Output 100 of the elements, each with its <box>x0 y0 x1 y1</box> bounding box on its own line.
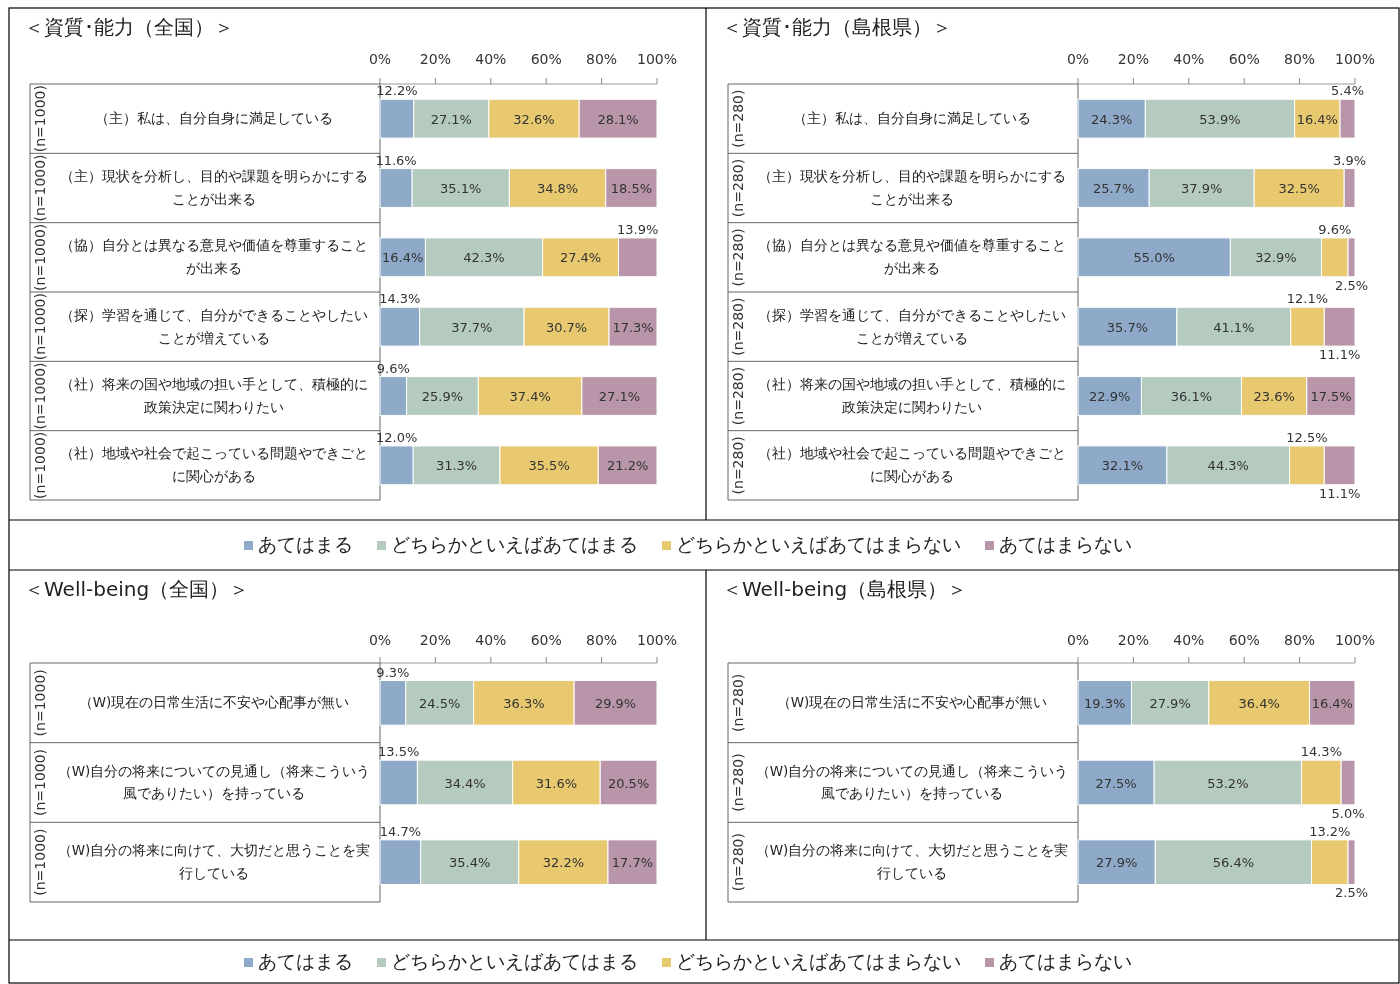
data-label: 12.0% <box>375 429 418 445</box>
data-label: 22.9% <box>1089 389 1131 404</box>
data-label: 53.2% <box>1207 775 1249 791</box>
text: (n=280) <box>730 833 746 892</box>
data-label: 24.3% <box>1091 111 1133 127</box>
data-label: 5.0% <box>1331 805 1365 821</box>
y-tick-label: （協）自分とは異なる意見や価値を尊重することが出来る <box>59 236 369 279</box>
y-tick-label: （探）学習を通じて、自分ができることやしたいことが増えている <box>757 305 1067 348</box>
x-tick-label: 80% <box>586 51 618 67</box>
y-tick-label: （探）学習を通じて、自分ができることやしたいことが増えている <box>59 305 369 348</box>
data-label: 36.1% <box>1170 389 1213 404</box>
data-label: 27.9% <box>1149 695 1191 711</box>
x-tick-label: 100% <box>636 632 678 648</box>
x-tick-label: 40% <box>475 51 507 67</box>
text: ＜Well-being（島根県）＞ <box>722 577 968 601</box>
text: (n=1000) <box>32 669 48 737</box>
data-label: 24.5% <box>419 695 461 711</box>
data-label: 9.6% <box>376 360 410 376</box>
data-label: 32.1% <box>1101 458 1144 474</box>
data-label: 9.3% <box>376 664 410 680</box>
y-tick-label: （主）現状を分析し、目的や課題を明らかにすることが出来る <box>757 167 1067 209</box>
data-label: 56.4% <box>1212 855 1255 871</box>
y-tick-label: （社）地域や社会で起こっている問題やできごとに関心がある <box>757 444 1067 487</box>
data-label: 18.5% <box>610 181 653 196</box>
legend-label: あてはまらない <box>999 533 1132 555</box>
legend-label: あてはまらない <box>999 950 1132 972</box>
data-label: 37.7% <box>451 319 493 335</box>
data-label: 35.5% <box>528 458 570 474</box>
text: (n=280) <box>730 436 746 495</box>
text: (n=1000) <box>32 293 48 361</box>
data-label: 14.3% <box>1300 744 1342 760</box>
x-tick-label: 100% <box>636 51 678 67</box>
data-label: 37.9% <box>1181 181 1223 196</box>
text: (n=1000) <box>32 85 48 153</box>
y-tick-label: （W)自分の将来に向けて、大切だと思うことを実行している <box>56 841 372 884</box>
data-label: 27.1% <box>430 111 472 127</box>
data-label: 36.4% <box>1238 695 1280 711</box>
x-tick-label: 0% <box>368 51 392 67</box>
data-label: 31.3% <box>435 458 478 474</box>
data-label: 19.3% <box>1084 695 1126 711</box>
text: ＜資質･能力（島根県）＞ <box>722 15 952 39</box>
data-label: 27.9% <box>1095 855 1138 871</box>
text: (n=280) <box>730 158 746 218</box>
data-label: 27.5% <box>1095 775 1137 791</box>
data-label: 31.6% <box>535 775 578 791</box>
x-tick-label: 60% <box>530 632 562 648</box>
data-label: 14.7% <box>379 823 422 839</box>
legend-label: あてはまる <box>258 950 353 972</box>
data-label: 42.3% <box>463 250 505 266</box>
data-label: 11.1% <box>1318 485 1361 501</box>
x-tick-label: 80% <box>1284 51 1316 67</box>
text: (n=1000) <box>32 362 48 430</box>
data-label: 3.9% <box>1333 152 1367 168</box>
data-label: 32.9% <box>1255 250 1297 266</box>
y-tick-label: （W)自分の将来についての見通し（将来こういう風でありたい）を持っている <box>56 761 372 804</box>
data-label: 20.5% <box>607 775 650 791</box>
legend-label: どちらかといえばあてはまる <box>391 950 638 972</box>
data-label: 12.2% <box>376 83 418 99</box>
text: (n=280) <box>730 753 746 812</box>
data-label: 9.6% <box>1318 221 1352 237</box>
data-label: 35.1% <box>440 181 482 196</box>
data-label: 30.7% <box>545 319 588 335</box>
x-tick-label: 60% <box>530 51 562 67</box>
data-label: 34.8% <box>536 181 579 196</box>
data-label: 25.9% <box>421 389 464 404</box>
y-tick-label: （社）地域や社会で起こっている問題やできごとに関心がある <box>60 445 368 485</box>
y-tick-label: （W)現在の日常生活に不安や心配事が無い <box>775 693 1049 713</box>
data-label: 32.5% <box>1278 181 1320 196</box>
y-tick-label: （協）自分とは異なる意見や価値を尊重することが出来る <box>757 236 1067 279</box>
text: (n=1000) <box>32 154 48 222</box>
data-label: 44.3% <box>1207 458 1249 474</box>
data-label: 41.1% <box>1213 319 1255 335</box>
x-tick-label: 20% <box>419 51 451 67</box>
y-tick-label: （主）現状を分析し、目的や課題を明らかにすることが出来る <box>60 168 368 207</box>
data-label: 16.4% <box>1296 111 1338 127</box>
data-label: 16.4% <box>382 250 424 266</box>
data-label: 34.4% <box>444 775 486 791</box>
x-tick-label: 0% <box>1066 632 1090 648</box>
text: (n=280) <box>730 673 746 732</box>
text: ＜Well-being（全国）＞ <box>24 577 250 601</box>
legend-label: どちらかといえばあてはまる <box>391 533 638 555</box>
text: (n=280) <box>730 297 746 356</box>
data-label: 17.3% <box>612 319 654 335</box>
y-tick-label: （社）将来の国や地域の担い手として、積極的に政策決定に関わりたい <box>59 375 369 417</box>
y-tick-label: （主）私は、自分自身に満足している <box>94 109 334 129</box>
x-tick-label: 80% <box>1284 632 1316 648</box>
legend-label: あてはまる <box>258 533 353 555</box>
data-label: 28.1% <box>597 111 639 127</box>
data-label: 37.4% <box>509 389 551 404</box>
data-label: 32.6% <box>513 111 555 127</box>
data-label: 27.1% <box>598 389 641 404</box>
data-label: 29.9% <box>594 695 637 711</box>
data-label: 13.9% <box>617 221 659 237</box>
data-label: 11.1% <box>1318 347 1361 363</box>
data-label: 35.7% <box>1106 319 1149 335</box>
data-label: 13.5% <box>378 744 420 760</box>
text: (n=1000) <box>32 748 48 817</box>
y-tick-label: （社）将来の国や地域の担い手として、積極的に政策決定に関わりたい <box>757 375 1067 417</box>
data-label: 11.6% <box>375 152 417 168</box>
data-label: 53.9% <box>1199 111 1241 127</box>
